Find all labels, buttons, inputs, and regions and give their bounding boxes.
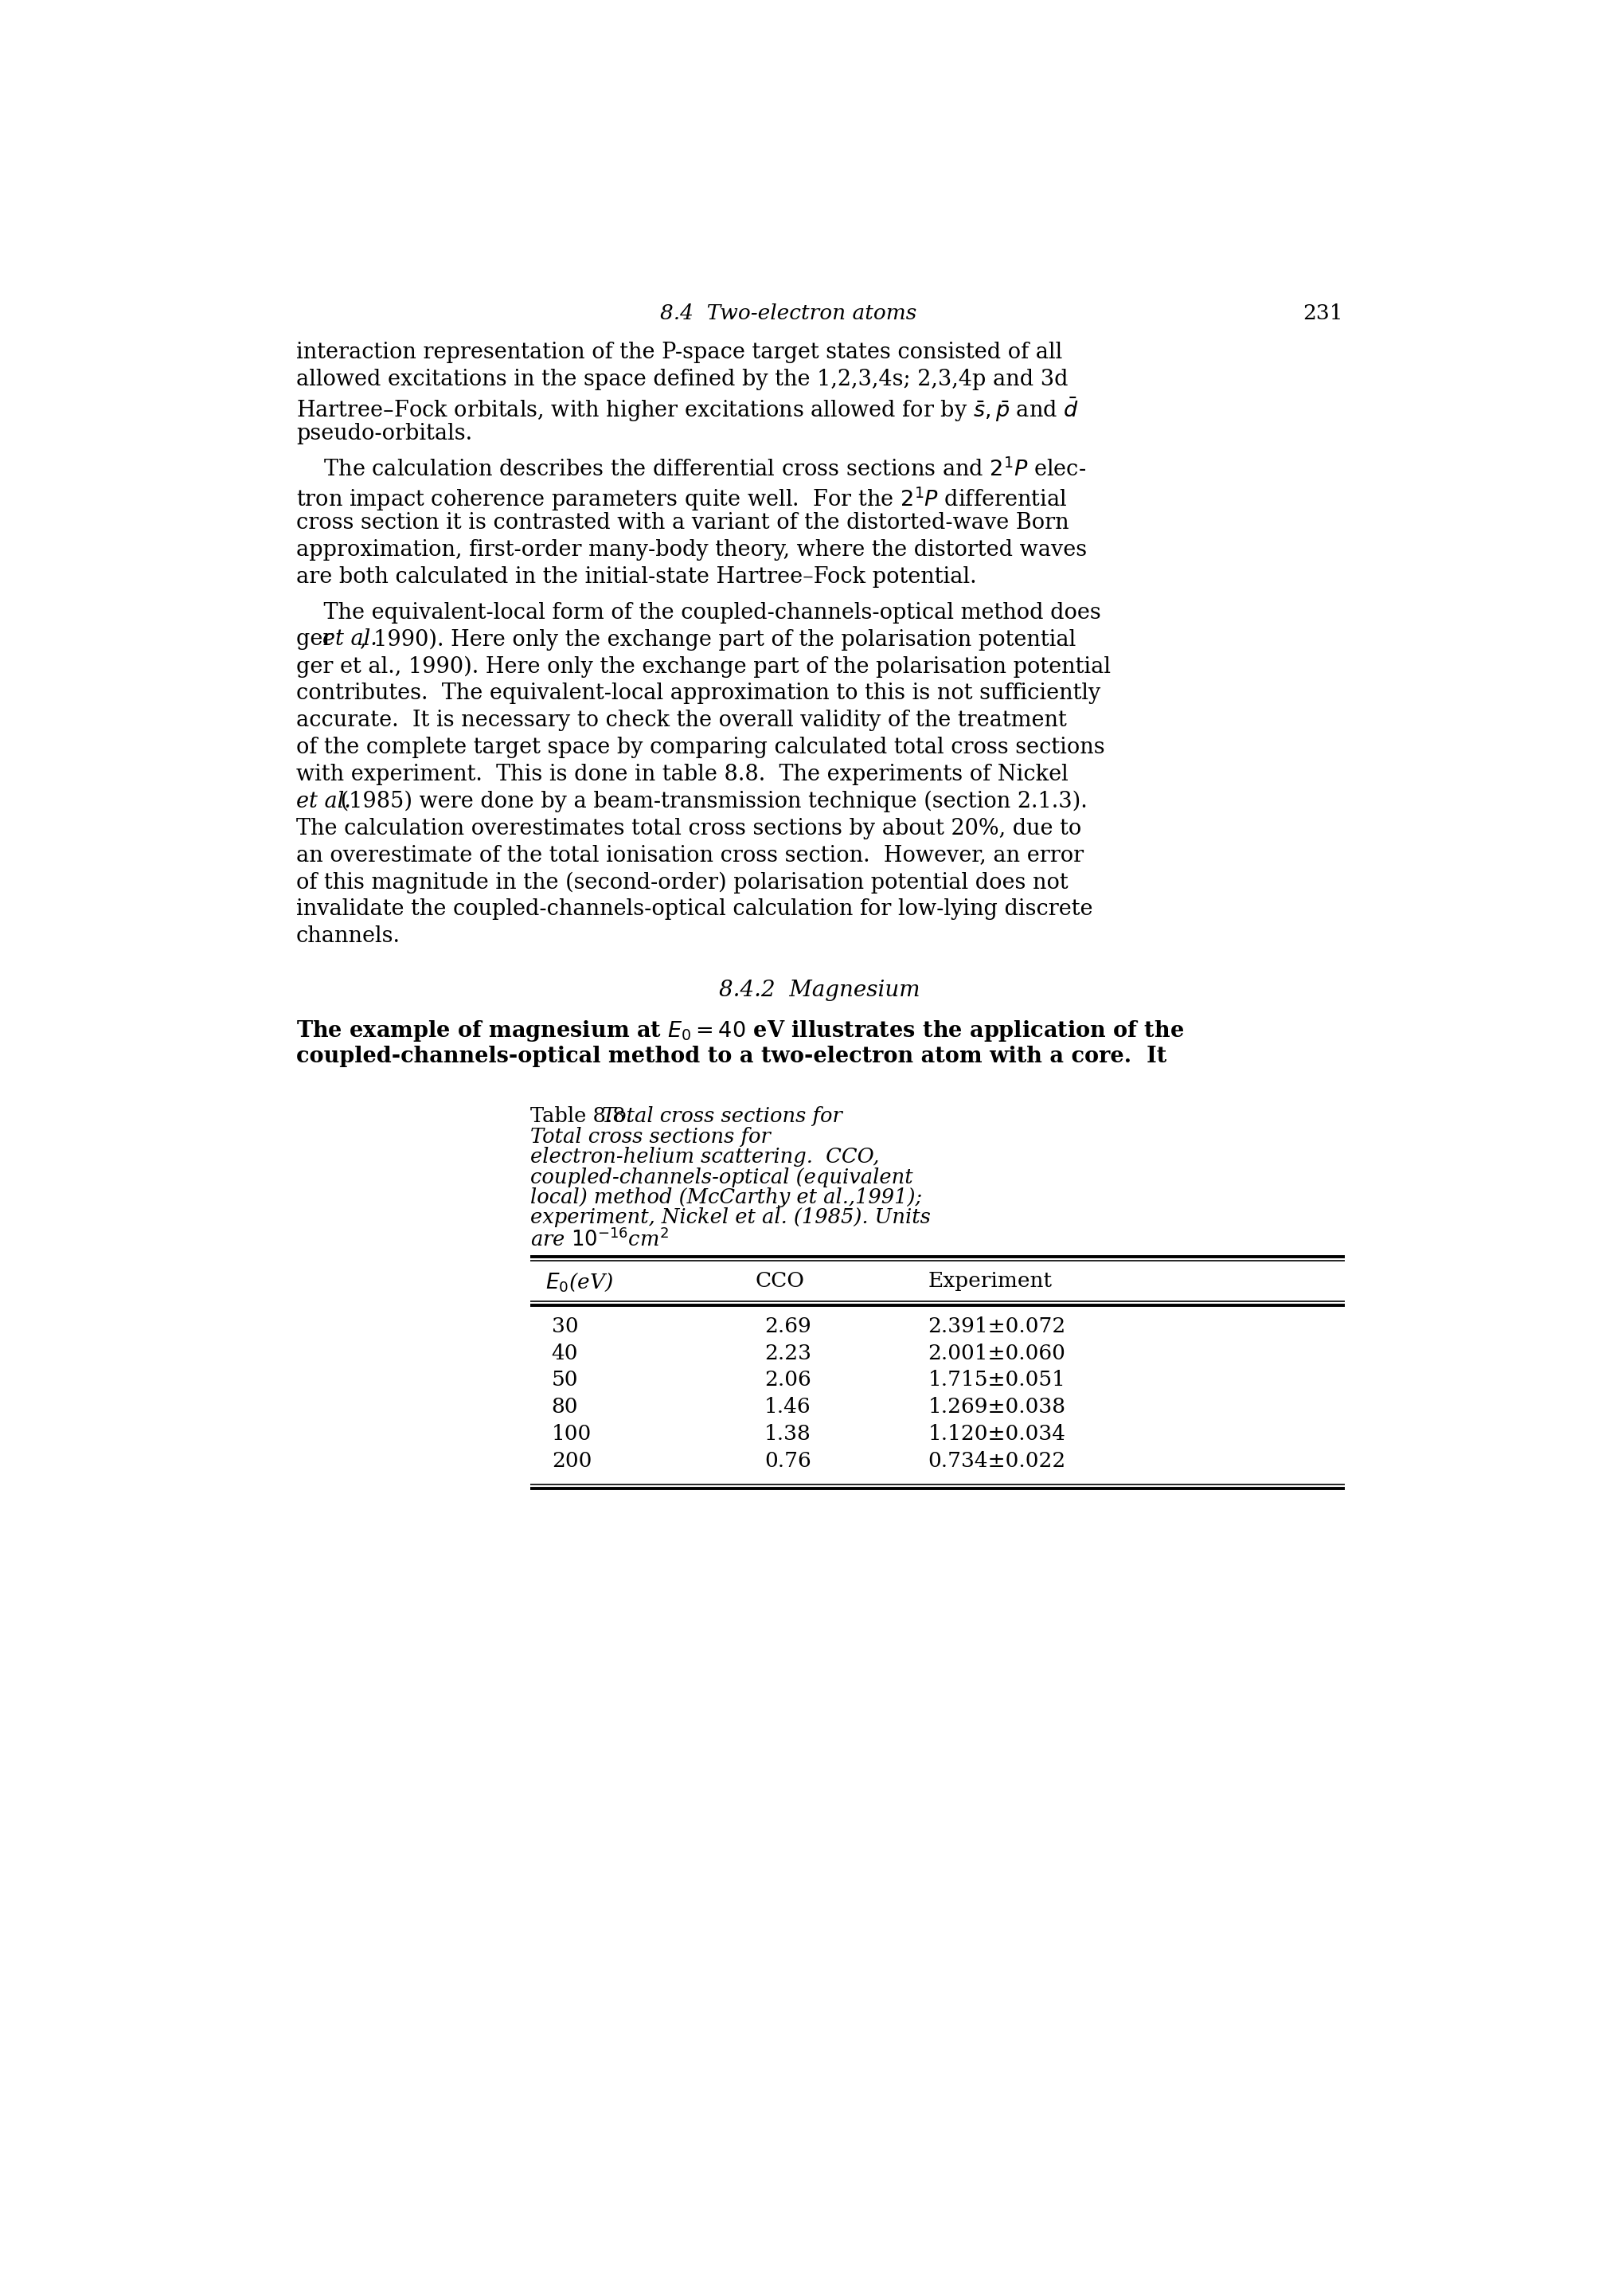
Text: 8.4  Two-electron atoms: 8.4 Two-electron atoms bbox=[660, 303, 916, 324]
Text: 2.001±0.060: 2.001±0.060 bbox=[927, 1343, 1066, 1364]
Text: are $10^{-16}$cm$^2$: are $10^{-16}$cm$^2$ bbox=[529, 1228, 668, 1251]
Text: Hartree–Fock orbitals, with higher excitations allowed for by $\bar{s},\bar{p}$ : Hartree–Fock orbitals, with higher excit… bbox=[296, 395, 1079, 425]
Text: 1.715±0.051: 1.715±0.051 bbox=[927, 1371, 1066, 1389]
Text: cross section it is contrasted with a variant of the distorted-wave Born: cross section it is contrasted with a va… bbox=[296, 512, 1069, 533]
Text: 8.4.2  Magnesium: 8.4.2 Magnesium bbox=[719, 980, 919, 1001]
Text: Total cross sections for: Total cross sections for bbox=[601, 1107, 842, 1127]
Text: 100: 100 bbox=[551, 1424, 591, 1444]
Text: interaction representation of the P-space target states consisted of all: interaction representation of the P-spac… bbox=[296, 342, 1061, 363]
Text: 80: 80 bbox=[551, 1396, 578, 1417]
Text: coupled-channels-optical (equivalent: coupled-channels-optical (equivalent bbox=[529, 1166, 912, 1187]
Text: of this magnitude in the (second-order) polarisation potential does not: of this magnitude in the (second-order) … bbox=[296, 872, 1067, 893]
Text: 0.734±0.022: 0.734±0.022 bbox=[927, 1451, 1066, 1472]
Text: experiment, Nickel et al. (1985). Units: experiment, Nickel et al. (1985). Units bbox=[529, 1208, 930, 1228]
Text: et al.: et al. bbox=[296, 790, 352, 813]
Text: accurate.  It is necessary to check the overall validity of the treatment: accurate. It is necessary to check the o… bbox=[296, 709, 1066, 730]
Text: electron-helium scattering.  CCO,: electron-helium scattering. CCO, bbox=[529, 1148, 879, 1166]
Text: pseudo-orbitals.: pseudo-orbitals. bbox=[296, 422, 471, 443]
Text: approximation, first-order many-body theory, where the distorted waves: approximation, first-order many-body the… bbox=[296, 540, 1087, 560]
Text: ger et al., 1990). Here only the exchange part of the polarisation potential: ger et al., 1990). Here only the exchang… bbox=[296, 657, 1111, 677]
Text: 1.46: 1.46 bbox=[764, 1396, 810, 1417]
Text: $E_0$(eV): $E_0$(eV) bbox=[545, 1270, 614, 1293]
Text: 0.76: 0.76 bbox=[764, 1451, 810, 1472]
Text: 2.23: 2.23 bbox=[764, 1343, 812, 1364]
Text: Table 8.8.: Table 8.8. bbox=[529, 1107, 644, 1127]
Text: 30: 30 bbox=[551, 1316, 578, 1336]
Text: 1.38: 1.38 bbox=[764, 1424, 810, 1444]
Text: 40: 40 bbox=[551, 1343, 578, 1364]
Text: The calculation overestimates total cross sections by about 20%, due to: The calculation overestimates total cros… bbox=[296, 817, 1080, 838]
Text: coupled-channels-optical method to a two-electron atom with a core.  It: coupled-channels-optical method to a two… bbox=[296, 1045, 1167, 1068]
Text: 200: 200 bbox=[551, 1451, 591, 1472]
Text: with experiment.  This is done in table 8.8.  The experiments of Nickel: with experiment. This is done in table 8… bbox=[296, 765, 1067, 785]
Text: 2.391±0.072: 2.391±0.072 bbox=[927, 1316, 1066, 1336]
Text: are both calculated in the initial-state Hartree–Fock potential.: are both calculated in the initial-state… bbox=[296, 567, 976, 588]
Text: tron impact coherence parameters quite well.  For the $2^1P$ differential: tron impact coherence parameters quite w… bbox=[296, 484, 1066, 512]
Text: 50: 50 bbox=[551, 1371, 578, 1389]
Text: contributes.  The equivalent-local approximation to this is not sufficiently: contributes. The equivalent-local approx… bbox=[296, 682, 1099, 705]
Text: 2.06: 2.06 bbox=[764, 1371, 810, 1389]
Text: invalidate the coupled-channels-optical calculation for low-lying discrete: invalidate the coupled-channels-optical … bbox=[296, 898, 1091, 921]
Text: The equivalent-local form of the coupled-channels-optical method does: The equivalent-local form of the coupled… bbox=[296, 602, 1101, 622]
Text: The example of magnesium at $E_0 = 40$ eV illustrates the application of the: The example of magnesium at $E_0 = 40$ e… bbox=[296, 1019, 1184, 1042]
Text: CCO: CCO bbox=[754, 1270, 804, 1290]
Text: The calculation describes the differential cross sections and $2^1P$ elec-: The calculation describes the differenti… bbox=[296, 459, 1085, 480]
Text: an overestimate of the total ionisation cross section.  However, an error: an overestimate of the total ionisation … bbox=[296, 845, 1083, 866]
Text: allowed excitations in the space defined by the 1,2,3,4s; 2,3,4p and 3d: allowed excitations in the space defined… bbox=[296, 370, 1067, 390]
Text: ger: ger bbox=[296, 629, 340, 650]
Text: (1985) were done by a beam-transmission technique (section 2.1.3).: (1985) were done by a beam-transmission … bbox=[334, 790, 1087, 813]
Text: Experiment: Experiment bbox=[927, 1270, 1051, 1290]
Text: 1.120±0.034: 1.120±0.034 bbox=[927, 1424, 1066, 1444]
Text: , 1990). Here only the exchange part of the polarisation potential: , 1990). Here only the exchange part of … bbox=[360, 629, 1075, 650]
Text: 1.269±0.038: 1.269±0.038 bbox=[927, 1396, 1066, 1417]
Text: Total cross sections for: Total cross sections for bbox=[529, 1127, 770, 1146]
Text: of the complete target space by comparing calculated total cross sections: of the complete target space by comparin… bbox=[296, 737, 1104, 758]
Text: channels.: channels. bbox=[296, 925, 400, 946]
Text: 231: 231 bbox=[1302, 303, 1342, 324]
Text: et al.: et al. bbox=[323, 629, 377, 650]
Text: local) method (McCarthy et al.,1991);: local) method (McCarthy et al.,1991); bbox=[529, 1187, 922, 1208]
Text: 2.69: 2.69 bbox=[764, 1316, 810, 1336]
